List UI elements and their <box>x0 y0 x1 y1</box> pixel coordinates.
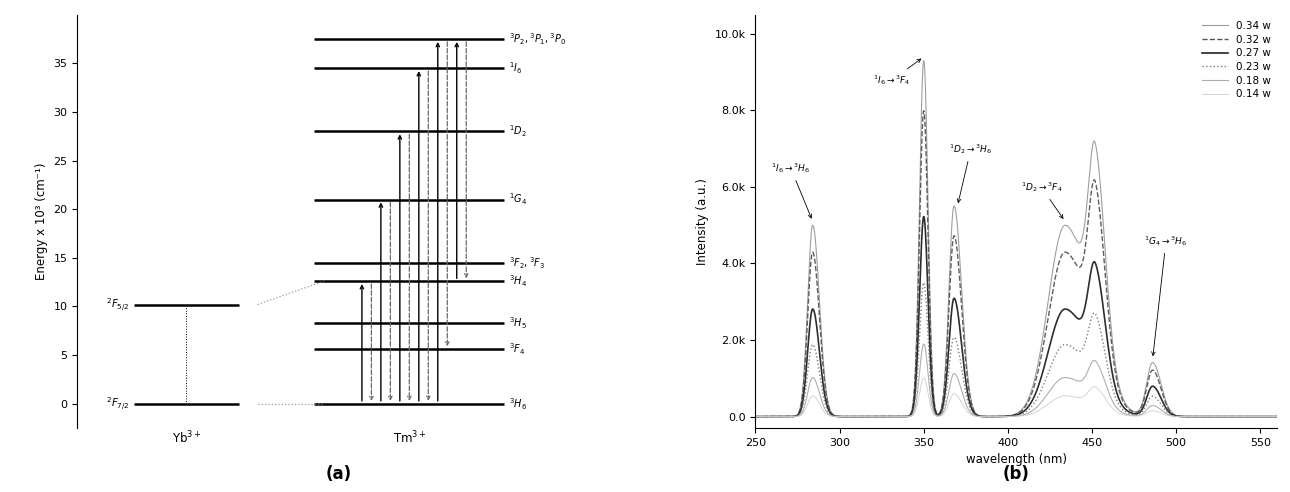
Y-axis label: Intensity (a.u.): Intensity (a.u.) <box>697 178 710 265</box>
Text: $^1G_4\rightarrow^3H_6$: $^1G_4\rightarrow^3H_6$ <box>1144 234 1188 356</box>
Text: (a): (a) <box>325 465 351 483</box>
X-axis label: wavelength (nm): wavelength (nm) <box>966 453 1067 466</box>
Text: (b): (b) <box>1002 465 1029 483</box>
Text: $^1G_4$: $^1G_4$ <box>510 192 528 207</box>
Text: Tm$^{3+}$: Tm$^{3+}$ <box>392 430 426 447</box>
Y-axis label: Energy x 10³ (cm⁻¹): Energy x 10³ (cm⁻¹) <box>35 163 48 280</box>
Text: $^1D_2\rightarrow^3F_4$: $^1D_2\rightarrow^3F_4$ <box>1020 181 1063 218</box>
Text: $^3F_4$: $^3F_4$ <box>510 341 525 357</box>
Text: $^1D_2$: $^1D_2$ <box>510 123 526 139</box>
Text: Yb$^{3+}$: Yb$^{3+}$ <box>172 430 201 447</box>
Text: $^1I_6$: $^1I_6$ <box>510 61 522 76</box>
Text: $^2F_{5/2}$: $^2F_{5/2}$ <box>106 296 129 313</box>
Text: $^3P_2,^3P_1,^3P_0$: $^3P_2,^3P_1,^3P_0$ <box>510 31 566 47</box>
Text: $^1I_6\rightarrow^3F_4$: $^1I_6\rightarrow^3F_4$ <box>873 59 921 87</box>
Text: $^1I_6\rightarrow^3H_6$: $^1I_6\rightarrow^3H_6$ <box>771 161 811 218</box>
Text: $^1D_2\rightarrow^3H_6$: $^1D_2\rightarrow^3H_6$ <box>949 142 992 203</box>
Legend: 0.34 w, 0.32 w, 0.27 w, 0.23 w, 0.18 w, 0.14 w: 0.34 w, 0.32 w, 0.27 w, 0.23 w, 0.18 w, … <box>1197 17 1275 103</box>
Text: $^3H_6$: $^3H_6$ <box>510 396 526 411</box>
Text: $^3H_4$: $^3H_4$ <box>510 274 526 289</box>
Text: $^3H_5$: $^3H_5$ <box>510 315 526 331</box>
Text: $^3F_2,^3F_3$: $^3F_2,^3F_3$ <box>510 255 546 271</box>
Text: $^2F_{7/2}$: $^2F_{7/2}$ <box>106 395 129 412</box>
